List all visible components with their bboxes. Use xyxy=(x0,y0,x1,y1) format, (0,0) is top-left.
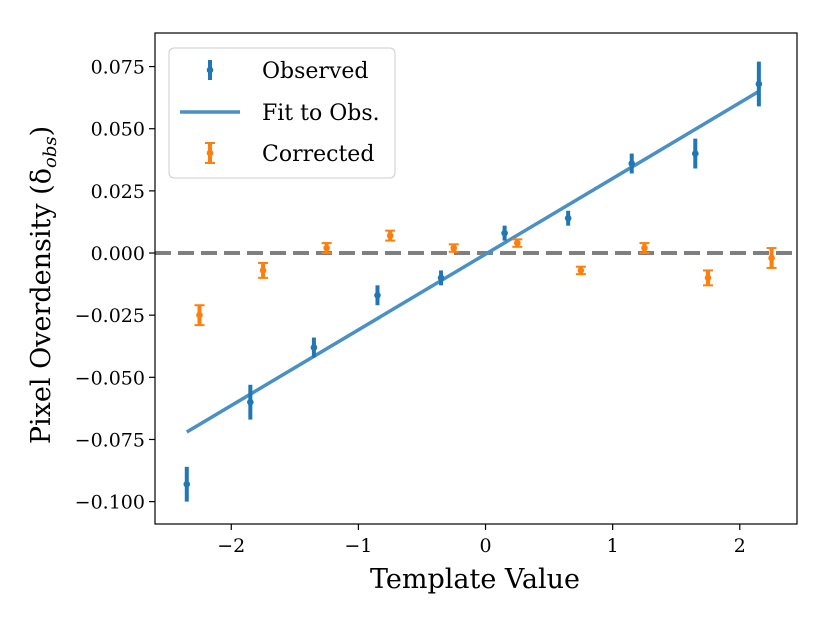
legend-label: Fit to Obs. xyxy=(262,101,380,126)
corrected-point xyxy=(258,263,268,278)
x-axis-title: Template Value xyxy=(370,564,580,595)
x-tick-label: −1 xyxy=(344,535,372,557)
observed-marker xyxy=(565,215,572,222)
y-tick-label: 0.025 xyxy=(91,181,145,203)
observed-marker xyxy=(438,275,445,282)
y-tick-label: −0.075 xyxy=(75,429,145,451)
legend: Observed Fit to Obs. Corrected xyxy=(169,48,395,178)
chart-canvas: −2 −1 0 1 2 −0.100 −0.075 −0.050 −0.025 0.000 0.02… xyxy=(0,0,830,623)
legend-entries: Observed Fit to Obs. Corrected xyxy=(180,59,380,167)
y-axis-title-close: ) xyxy=(26,126,57,137)
x-tick-label: −2 xyxy=(217,535,245,557)
corrected-marker xyxy=(196,312,203,319)
observed-marker xyxy=(692,150,699,157)
corrected-point xyxy=(512,239,522,246)
corrected-marker xyxy=(260,267,267,274)
legend-marker-swatch xyxy=(207,67,214,74)
observed-point xyxy=(247,385,254,420)
observed-point xyxy=(374,285,381,305)
legend-label: Corrected xyxy=(262,142,374,167)
x-tick-label: 2 xyxy=(734,535,746,557)
corrected-marker xyxy=(768,255,775,262)
y-tick-label: 0.075 xyxy=(91,57,145,79)
observed-point xyxy=(501,226,508,241)
observed-point xyxy=(756,62,763,107)
y-axis-title: Pixel Overdensity (δobs) xyxy=(26,126,61,444)
observed-marker xyxy=(183,481,190,488)
corrected-marker xyxy=(450,245,457,252)
corrected-point xyxy=(194,305,204,325)
corrected-point xyxy=(449,244,459,251)
corrected-point xyxy=(703,270,713,285)
y-tick-label: 0.050 xyxy=(91,119,145,141)
x-tick-label: 1 xyxy=(607,535,619,557)
observed-marker xyxy=(628,160,635,167)
observed-marker xyxy=(247,399,254,406)
legend-marker-swatch xyxy=(207,150,214,157)
corrected-marker xyxy=(641,245,648,252)
y-tick-label: −0.050 xyxy=(75,367,145,389)
corrected-marker xyxy=(578,267,585,274)
observed-marker xyxy=(311,344,318,351)
observed-marker xyxy=(374,292,381,299)
legend-label: Observed xyxy=(262,59,368,84)
y-tick-label: −0.025 xyxy=(75,305,145,327)
corrected-marker xyxy=(387,232,394,239)
observed-marker xyxy=(501,230,508,237)
corrected-marker xyxy=(514,240,521,247)
corrected-marker xyxy=(323,245,330,252)
y-axis-title-main: Pixel Overdensity (δ xyxy=(26,168,57,444)
observed-point xyxy=(183,467,190,502)
observed-marker xyxy=(756,81,763,88)
y-tick-label: 0.000 xyxy=(91,243,145,265)
corrected-marker xyxy=(705,275,712,282)
observed-point xyxy=(565,211,572,226)
y-axis-title-subscript: obs xyxy=(40,136,61,168)
observed-point xyxy=(692,139,699,169)
corrected-point xyxy=(385,231,395,241)
corrected-point xyxy=(576,267,586,274)
y-tick-label: −0.100 xyxy=(75,492,145,514)
x-tick-label: 0 xyxy=(479,535,491,557)
